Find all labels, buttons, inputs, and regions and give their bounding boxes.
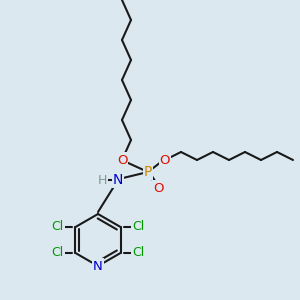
Text: P: P: [144, 165, 152, 179]
Text: Cl: Cl: [132, 220, 145, 233]
Text: Cl: Cl: [51, 220, 64, 233]
Text: Cl: Cl: [51, 247, 64, 260]
Text: H: H: [97, 173, 107, 187]
Text: Cl: Cl: [132, 247, 145, 260]
Text: O: O: [160, 154, 170, 166]
Text: N: N: [113, 173, 123, 187]
Text: O: O: [153, 182, 163, 194]
Text: O: O: [117, 154, 127, 166]
Text: N: N: [93, 260, 103, 272]
